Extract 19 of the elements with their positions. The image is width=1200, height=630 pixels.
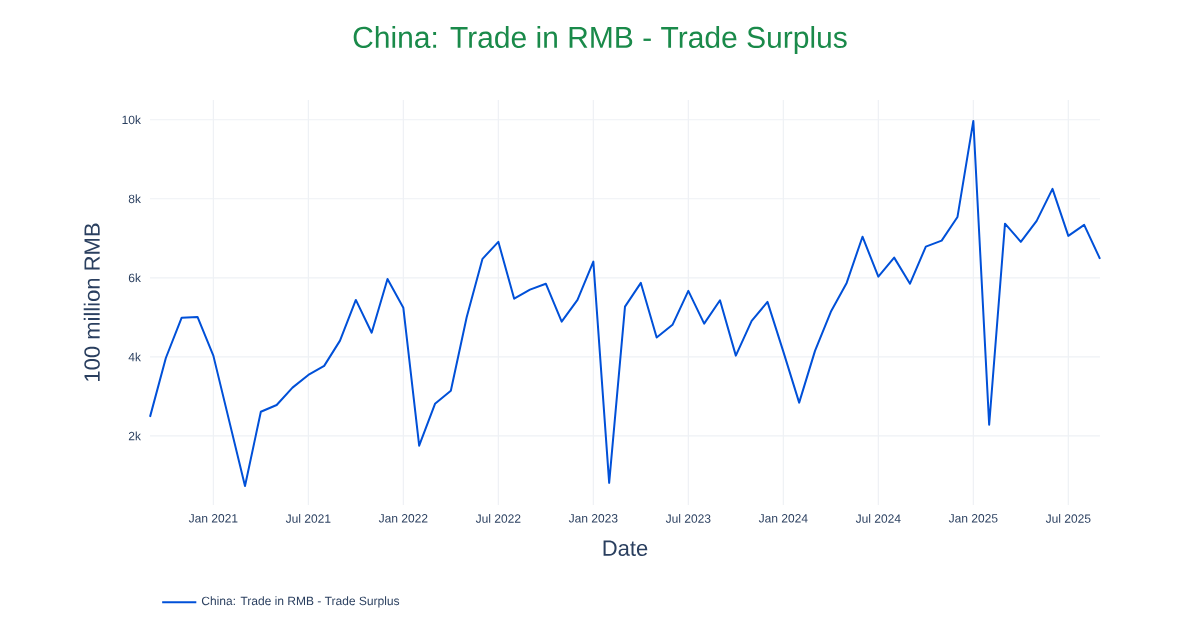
x-tick-label: Jul 2023 bbox=[665, 514, 711, 523]
y-axis-title: 100 million RMB bbox=[83, 223, 100, 381]
x-tick-label: Jul 2022 bbox=[475, 514, 521, 523]
x-tick-label: Jan 2023 bbox=[568, 514, 618, 523]
x-tick-label: Jul 2025 bbox=[1045, 514, 1091, 523]
y-tick-label: 2k bbox=[128, 431, 141, 441]
x-tick-label: Jan 2022 bbox=[378, 514, 428, 523]
legend-label: China: Trade in RMB - Trade Surplus bbox=[201, 596, 400, 608]
x-tick-label: Jan 2021 bbox=[188, 514, 238, 523]
x-tick-label: Jan 2024 bbox=[758, 514, 808, 523]
chart-title: China: Trade in RMB - Trade Surplus bbox=[353, 26, 847, 54]
y-tick-label: 4k bbox=[128, 352, 141, 362]
x-tick-label: Jan 2025 bbox=[948, 514, 998, 523]
x-axis-title: Date bbox=[603, 540, 648, 556]
y-tick-label: 8k bbox=[128, 194, 141, 204]
y-tick-label: 6k bbox=[128, 273, 141, 283]
x-tick-label: Jul 2021 bbox=[285, 514, 331, 523]
x-tick-label: Jul 2024 bbox=[855, 514, 901, 523]
y-tick-label: 10k bbox=[122, 115, 141, 125]
